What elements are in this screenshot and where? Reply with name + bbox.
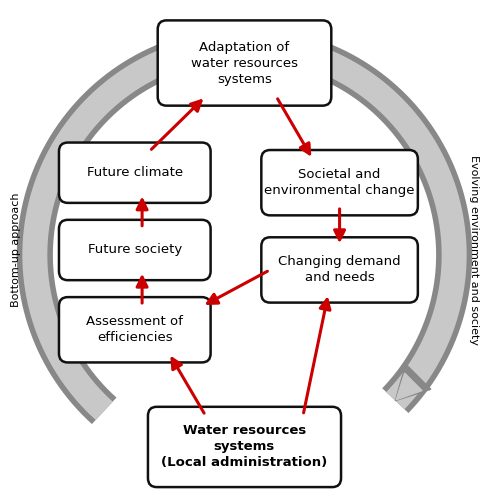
FancyBboxPatch shape bbox=[59, 142, 210, 203]
Text: Societal and
environmental change: Societal and environmental change bbox=[264, 168, 414, 197]
Text: Adaptation of
water resources
systems: Adaptation of water resources systems bbox=[191, 40, 297, 86]
FancyBboxPatch shape bbox=[148, 407, 340, 487]
Polygon shape bbox=[395, 373, 421, 400]
FancyBboxPatch shape bbox=[261, 238, 417, 302]
Text: Changing demand
and needs: Changing demand and needs bbox=[278, 256, 400, 284]
Text: Bottom-up approach: Bottom-up approach bbox=[11, 192, 21, 307]
Text: Water resources
systems
(Local administration): Water resources systems (Local administr… bbox=[161, 424, 327, 470]
Text: Assessment of
efficiencies: Assessment of efficiencies bbox=[86, 316, 183, 344]
FancyBboxPatch shape bbox=[158, 20, 330, 105]
FancyBboxPatch shape bbox=[59, 220, 210, 280]
Text: Evolving environment and society: Evolving environment and society bbox=[468, 155, 478, 345]
Polygon shape bbox=[394, 364, 430, 401]
Polygon shape bbox=[195, 37, 221, 62]
FancyBboxPatch shape bbox=[59, 297, 210, 362]
Text: Future climate: Future climate bbox=[86, 166, 183, 179]
Polygon shape bbox=[188, 32, 222, 68]
FancyBboxPatch shape bbox=[261, 150, 417, 216]
Text: Future society: Future society bbox=[87, 244, 182, 256]
